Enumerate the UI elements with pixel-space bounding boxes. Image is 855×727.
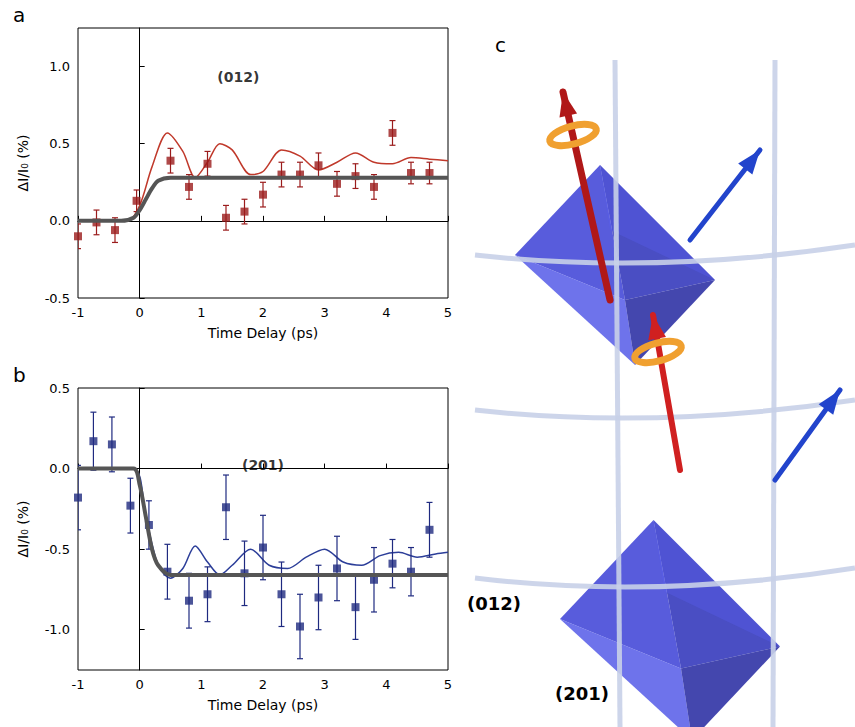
svg-text:(012): (012) [467, 593, 521, 614]
svg-text:5: 5 [444, 305, 452, 320]
svg-text:b: b [13, 363, 26, 387]
svg-text:-0.5: -0.5 [45, 291, 70, 306]
svg-text:a: a [13, 3, 25, 27]
svg-text:-0.5: -0.5 [45, 542, 70, 557]
svg-text:0: 0 [136, 305, 144, 320]
svg-text:Time Delay (ps): Time Delay (ps) [207, 325, 318, 341]
svg-text:1: 1 [197, 677, 205, 692]
svg-text:3: 3 [321, 305, 329, 320]
svg-text:5: 5 [444, 677, 452, 692]
svg-text:0.0: 0.0 [49, 213, 70, 228]
svg-text:2: 2 [259, 305, 267, 320]
svg-text:2: 2 [259, 677, 267, 692]
svg-text:0.5: 0.5 [49, 381, 70, 396]
svg-text:4: 4 [382, 305, 390, 320]
svg-text:0: 0 [136, 677, 144, 692]
svg-text:-1.0: -1.0 [45, 622, 70, 637]
svg-text:0.5: 0.5 [49, 136, 70, 151]
svg-text:ΔI/I₀ (%): ΔI/I₀ (%) [15, 501, 31, 558]
svg-text:ΔI/I₀ (%): ΔI/I₀ (%) [15, 135, 31, 192]
svg-text:0.0: 0.0 [49, 461, 70, 476]
svg-text:3: 3 [321, 677, 329, 692]
svg-text:-1: -1 [72, 677, 85, 692]
svg-text:Time Delay (ps): Time Delay (ps) [207, 697, 318, 713]
svg-text:(012): (012) [217, 69, 259, 85]
svg-text:(201): (201) [555, 683, 609, 704]
svg-text:4: 4 [382, 677, 390, 692]
svg-text:1.0: 1.0 [49, 59, 70, 74]
svg-text:1: 1 [197, 305, 205, 320]
svg-text:-1: -1 [72, 305, 85, 320]
svg-text:(201): (201) [242, 457, 284, 473]
svg-text:c: c [495, 33, 506, 57]
